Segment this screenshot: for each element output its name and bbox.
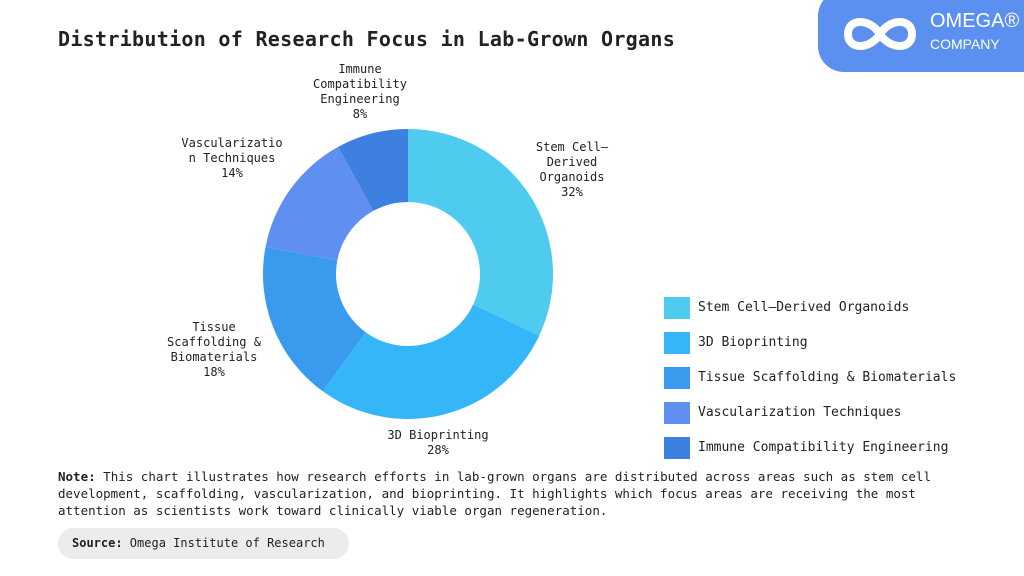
legend-item: 3D Bioprinting [664, 325, 956, 360]
slice-label: 3D Bioprinting 28% [387, 428, 489, 457]
source-badge: Source: Omega Institute of Research [58, 528, 349, 559]
legend-item: Immune Compatibility Engineering [664, 430, 956, 465]
donut-slice [338, 129, 408, 211]
company-logo: OMEGA® COMPANY [818, 0, 1024, 72]
donut-chart [263, 129, 553, 420]
legend-label: 3D Bioprinting [698, 334, 808, 350]
legend-item: Stem Cell–Derived Organoids [664, 290, 956, 325]
legend-item: Vascularization Techniques [664, 395, 956, 430]
slice-label: Immune Compatibility Engineering 8% [313, 62, 407, 121]
infinity-icon [843, 18, 917, 50]
legend-label: Immune Compatibility Engineering [698, 439, 949, 455]
source-label: Source: [72, 536, 123, 550]
legend-swatch [664, 436, 690, 459]
legend-swatch [664, 296, 690, 319]
note-label: Note: [58, 469, 96, 484]
legend-label: Stem Cell–Derived Organoids [698, 299, 910, 315]
donut-slice [408, 129, 553, 336]
note: Note: This chart illustrates how researc… [58, 468, 958, 519]
donut-slice [322, 304, 540, 420]
legend-swatch [664, 401, 690, 424]
source-text: Omega Institute of Research [122, 536, 325, 550]
note-text: This chart illustrates how research effo… [58, 469, 931, 518]
legend-item: Tissue Scaffolding & Biomaterials [664, 360, 956, 395]
legend-label: Tissue Scaffolding & Biomaterials [698, 369, 957, 385]
legend-swatch [664, 331, 690, 354]
donut-slice [265, 146, 374, 261]
slice-label: Stem Cell– Derived Organoids 32% [535, 140, 609, 199]
legend-label: Vascularization Techniques [698, 404, 902, 420]
donut-slice [263, 246, 366, 392]
legend-swatch [664, 366, 690, 389]
slice-label: Vascularizatio n Techniques 14% [181, 136, 283, 180]
chart-title: Distribution of Research Focus in Lab-Gr… [58, 27, 676, 51]
legend: Stem Cell–Derived Organoids 3D Bioprintin… [664, 290, 956, 465]
logo-text-company: COMPANY [930, 36, 1000, 52]
slice-label: Tissue Scaffolding & Biomaterials 18% [167, 320, 261, 379]
logo-text-omega: OMEGA® [930, 10, 1020, 32]
